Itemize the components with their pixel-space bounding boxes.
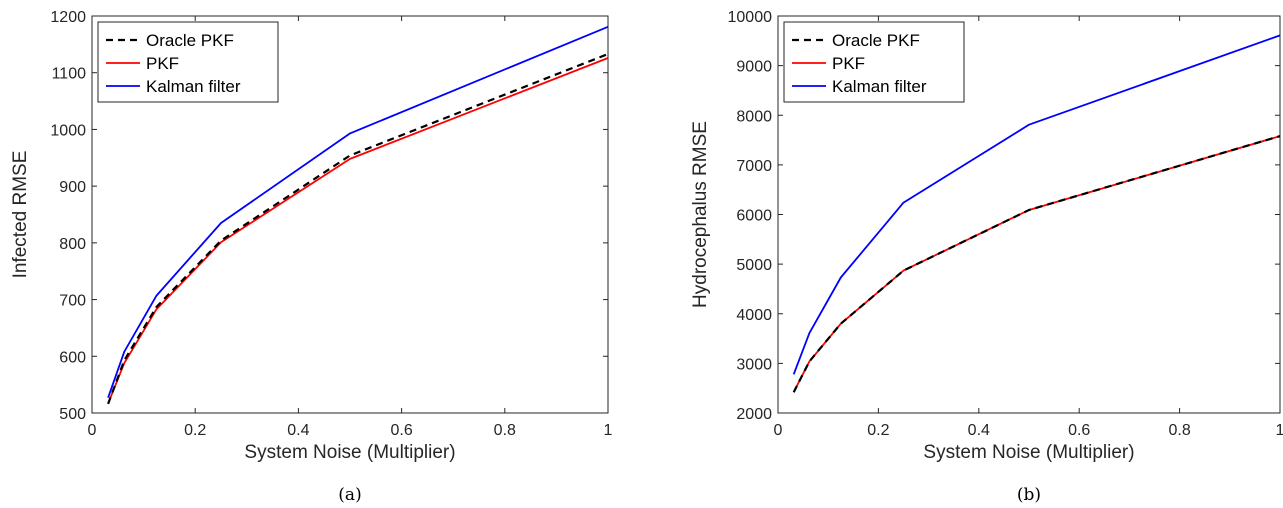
series-line-oracle-pkf (107, 52, 608, 405)
x-tick-label: 0.8 (1168, 422, 1190, 439)
x-tick-label: 1 (1276, 422, 1283, 439)
series-line-kalman-filter (107, 25, 608, 398)
legend-box (783, 21, 965, 103)
x-tick-label: 0.4 (287, 422, 309, 439)
y-tick-label: 6000 (736, 208, 772, 225)
y-tick-label: 1200 (50, 9, 86, 26)
x-tick-label: 1 (604, 422, 613, 439)
series-line-oracle-pkf (792, 135, 1280, 393)
x-tick-label: 0 (774, 422, 783, 439)
legend-entry: Kalman filter (832, 77, 927, 96)
y-tick-label: 10000 (728, 9, 773, 26)
legend-box (97, 21, 279, 103)
legend-entry: PKF (832, 54, 865, 73)
y-tick-label: 900 (59, 179, 86, 196)
legend-entry: Kalman filter (146, 77, 241, 96)
y-tick-label: 3000 (736, 356, 772, 373)
x-tick-label: 0 (88, 422, 97, 439)
series-line-kalman-filter (792, 34, 1280, 375)
series-group (792, 34, 1280, 393)
x-tick-label: 0.2 (184, 422, 206, 439)
x-tick-label: 0.8 (494, 422, 516, 439)
y-tick-label: 8000 (736, 108, 772, 125)
y-tick-label: 600 (59, 349, 86, 366)
y-tick-label: 5000 (736, 257, 772, 274)
x-tick-label: 0.6 (390, 422, 412, 439)
legend: Oracle PKF PKF Kalman filter (783, 21, 965, 103)
y-tick-label: 1100 (52, 66, 87, 83)
legend-entry: Oracle PKF (832, 31, 920, 50)
y-tick-label: 2000 (736, 406, 772, 423)
series-group (107, 25, 608, 405)
y-tick-label: 1000 (50, 122, 86, 139)
y-tick-label: 7000 (736, 158, 772, 175)
subfigure-caption: (b) (1017, 485, 1041, 505)
x-tick-label: 0.2 (867, 422, 889, 439)
legend: Oracle PKF PKF Kalman filter (97, 21, 279, 103)
y-tick-label: 800 (59, 236, 86, 253)
x-tick-label: 0.4 (968, 422, 990, 439)
y-tick-label: 4000 (736, 307, 772, 324)
chart-b: 0 0.2 0.4 0.6 0.8 1 2000 3000 4000 5000 6000 7000 80… (690, 9, 1283, 505)
y-axis-label: Hydrocephalus RMSE (690, 121, 711, 308)
chart-a: 0 0.2 0.4 0.6 0.8 1 500 600 700 800 900 1000 1100 120… (10, 9, 613, 505)
y-tick-label: 500 (59, 406, 86, 423)
legend-entry: Oracle PKF (146, 31, 234, 50)
y-tick-label: 700 (59, 293, 86, 310)
x-axis-label: System Noise (Multiplier) (244, 442, 455, 463)
x-axis-label: System Noise (Multiplier) (923, 442, 1134, 463)
subfigure-caption: (a) (338, 485, 361, 505)
y-tick-label: 9000 (736, 59, 772, 76)
y-axis-label: Infected RMSE (10, 151, 31, 279)
x-tick-label: 0.6 (1068, 422, 1090, 439)
legend-entry: PKF (146, 54, 179, 73)
